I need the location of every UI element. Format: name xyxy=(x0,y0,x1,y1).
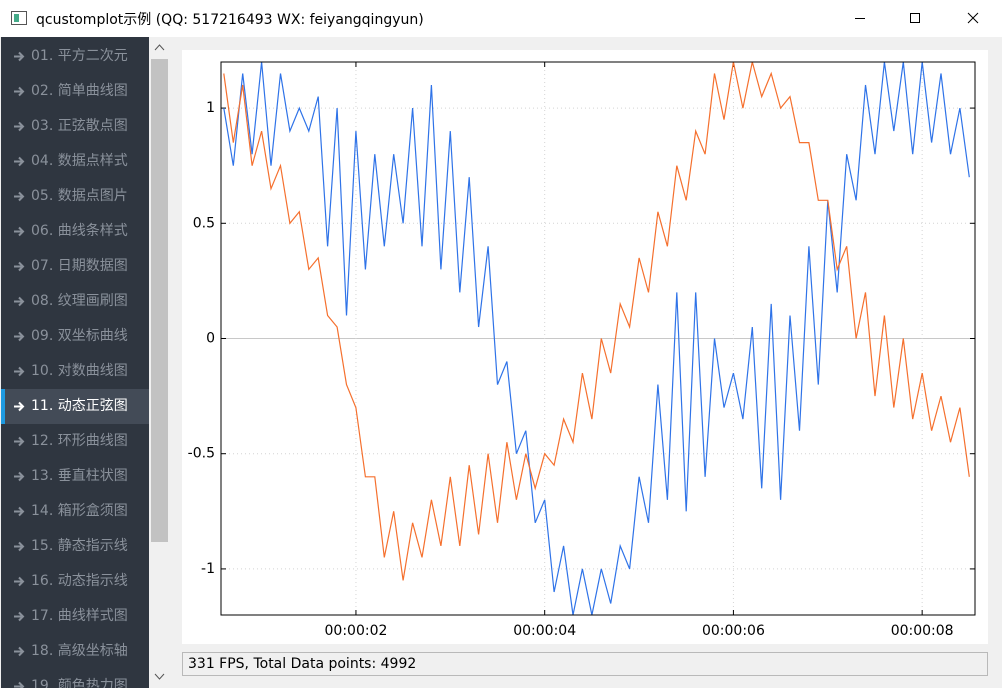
nav-label: 10. 对数曲线图 xyxy=(31,363,128,379)
nav-item[interactable]: 05. 数据点图片 xyxy=(1,179,149,214)
nav-label: 16. 动态指示线 xyxy=(31,573,128,589)
nav-arrow xyxy=(14,331,25,342)
nav-item[interactable]: 13. 垂直柱状图 xyxy=(1,459,149,494)
nav-arrow xyxy=(14,611,25,622)
chart-background xyxy=(182,50,988,644)
nav-arrow xyxy=(14,576,25,587)
nav-item[interactable]: 19. 颜色热力图 xyxy=(1,669,149,688)
app-icon xyxy=(11,11,27,25)
x-tick-label: 00:00:02 xyxy=(325,623,388,639)
nav-label: 01. 平方二次元 xyxy=(31,48,128,64)
nav-label: 13. 垂直柱状图 xyxy=(31,468,128,484)
nav-arrow xyxy=(14,191,25,202)
nav-arrow xyxy=(14,121,25,132)
nav-item[interactable]: 04. 数据点样式 xyxy=(1,144,149,179)
nav-item[interactable]: 15. 静态指示线 xyxy=(1,529,149,564)
nav-label: 04. 数据点样式 xyxy=(31,153,128,169)
nav-arrow xyxy=(14,296,25,307)
nav-arrow xyxy=(14,261,25,272)
nav-arrow xyxy=(14,436,25,447)
nav-label: 19. 颜色热力图 xyxy=(31,678,128,688)
nav-item[interactable]: 17. 曲线样式图 xyxy=(1,599,149,634)
x-tick-label: 00:00:08 xyxy=(891,623,954,639)
plot-frame xyxy=(220,61,976,616)
nav-arrow xyxy=(14,541,25,552)
close-button[interactable] xyxy=(967,12,979,24)
nav-label: 14. 箱形盒须图 xyxy=(31,503,128,519)
nav-label: 15. 静态指示线 xyxy=(31,538,128,554)
x-tick-label: 00:00:04 xyxy=(513,623,576,639)
nav-arrow xyxy=(14,681,25,688)
nav-item[interactable]: 18. 高级坐标轴 xyxy=(1,634,149,669)
nav-label: 08. 纹理画刷图 xyxy=(31,293,128,309)
nav-label: 02. 简单曲线图 xyxy=(31,83,128,99)
y-tick-label: -1 xyxy=(201,561,215,577)
y-tick-label: 0 xyxy=(206,331,215,347)
scroll-thumb[interactable] xyxy=(151,59,168,542)
scroll-arrows xyxy=(154,44,165,680)
nav-arrow xyxy=(14,51,25,62)
nav-label: 11. 动态正弦图 xyxy=(31,398,128,414)
nav-label: 07. 日期数据图 xyxy=(31,258,128,274)
nav-item[interactable]: 07. 日期数据图 xyxy=(1,249,149,284)
nav-arrow xyxy=(14,646,25,657)
nav-label: 12. 环形曲线图 xyxy=(31,433,128,449)
nav-arrow xyxy=(14,366,25,377)
chart: -1 -0.5 0 0.5 1 00:00:02 00:00:04 00:00:06 00:00… xyxy=(182,50,988,644)
nav-item[interactable]: 14. 箱形盒须图 xyxy=(1,494,149,529)
y-tick-label: -0.5 xyxy=(188,446,215,462)
nav-arrow xyxy=(14,471,25,482)
nav-item[interactable]: 10. 对数曲线图 xyxy=(1,354,149,389)
scrollbar[interactable] xyxy=(149,37,170,688)
nav-label: 17. 曲线样式图 xyxy=(31,608,128,624)
nav-arrow xyxy=(14,506,25,517)
nav-label: 03. 正弦散点图 xyxy=(31,118,128,134)
nav-item[interactable]: 12. 环形曲线图 xyxy=(1,424,149,459)
nav-arrow xyxy=(14,226,25,237)
nav-item[interactable]: 09. 双坐标曲线 xyxy=(1,319,149,354)
maximize-button[interactable] xyxy=(910,13,920,23)
nav-item[interactable]: 08. 纹理画刷图 xyxy=(1,284,149,319)
window-title: qcustomplot示例 (QQ: 517216493 WX: feiyang… xyxy=(36,12,424,28)
series-line xyxy=(223,62,970,581)
nav-item[interactable]: 01. 平方二次元 xyxy=(1,39,149,74)
nav-arrow xyxy=(14,86,25,97)
sidebar: 01. 平方二次元 02. 简单曲线图 03. 正弦散点图 04. 数据点样式 05. … xyxy=(1,37,149,688)
series-line xyxy=(223,62,970,615)
nav-item[interactable]: 03. 正弦散点图 xyxy=(1,109,149,144)
nav-label: 05. 数据点图片 xyxy=(31,188,128,204)
nav-label: 06. 曲线条样式 xyxy=(31,223,128,239)
nav-item[interactable]: 02. 简单曲线图 xyxy=(1,74,149,109)
title-bar: qcustomplot示例 (QQ: 517216493 WX: feiyang… xyxy=(0,0,1002,37)
nav-item[interactable]: 06. 曲线条样式 xyxy=(1,214,149,249)
nav-arrow xyxy=(14,156,25,167)
y-tick-label: 1 xyxy=(206,100,215,116)
nav-label: 18. 高级坐标轴 xyxy=(31,643,128,659)
status-bar: 331 FPS, Total Data points: 4992 xyxy=(182,652,988,676)
nav-label: 09. 双坐标曲线 xyxy=(31,328,128,344)
window-controls xyxy=(855,12,979,24)
nav-item[interactable]: 16. 动态指示线 xyxy=(1,564,149,599)
nav-item[interactable]: 11. 动态正弦图 xyxy=(1,389,149,424)
y-tick-label: 0.5 xyxy=(193,215,215,231)
nav-arrow xyxy=(14,401,25,412)
x-tick-label: 00:00:06 xyxy=(702,623,765,639)
